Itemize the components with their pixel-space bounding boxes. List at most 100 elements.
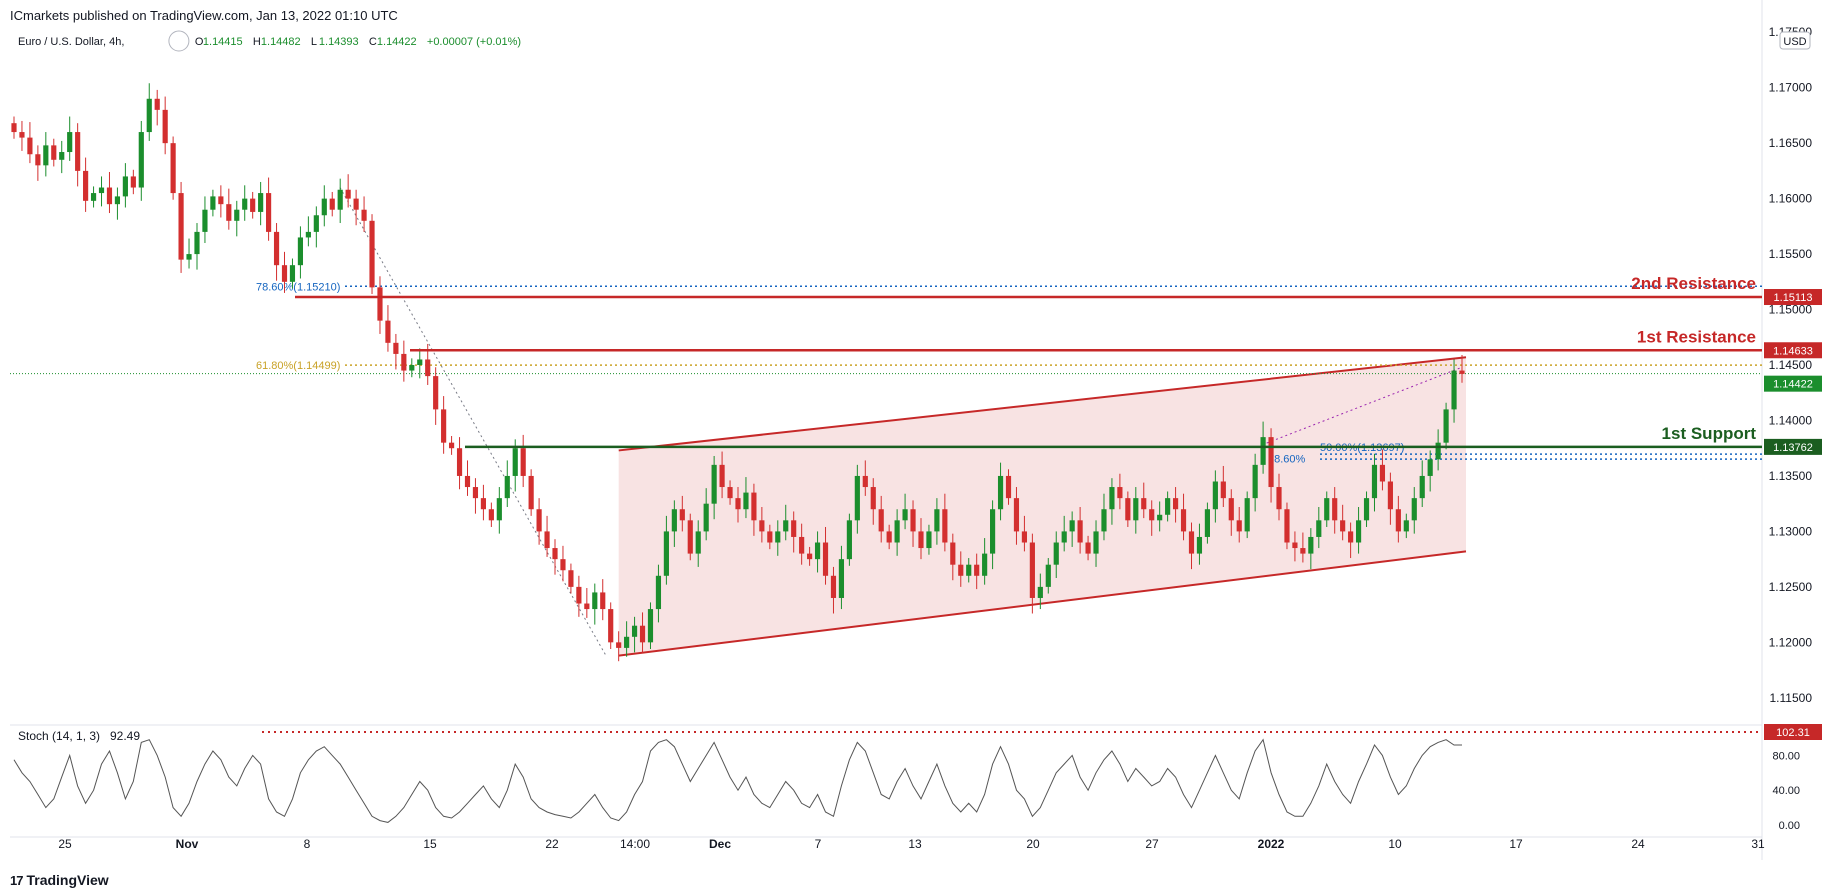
candle[interactable] (807, 553, 813, 560)
candle[interactable] (1387, 481, 1393, 510)
candle[interactable] (822, 542, 829, 576)
candle[interactable] (162, 109, 168, 144)
candle[interactable] (1077, 520, 1083, 543)
candle[interactable] (624, 636, 630, 648)
candle[interactable] (1172, 498, 1179, 510)
candle[interactable] (59, 152, 65, 160)
currency-tag[interactable] (1779, 31, 1811, 50)
candle[interactable] (966, 564, 972, 576)
candle[interactable] (934, 509, 940, 532)
candle[interactable] (616, 642, 622, 648)
current-price-badge[interactable] (1764, 375, 1822, 392)
candle[interactable] (504, 475, 510, 499)
candle[interactable] (655, 575, 662, 610)
candle[interactable] (775, 531, 781, 543)
candle[interactable] (202, 209, 208, 232)
candle[interactable] (520, 448, 526, 476)
candle[interactable] (337, 189, 343, 210)
candle[interactable] (679, 509, 685, 521)
candle[interactable] (11, 123, 17, 133)
candle[interactable] (154, 98, 160, 110)
candle[interactable] (990, 509, 996, 554)
candle[interactable] (1069, 520, 1075, 532)
candle[interactable] (353, 198, 359, 210)
candle[interactable] (1149, 509, 1155, 521)
candle[interactable] (584, 603, 590, 610)
candle[interactable] (1260, 437, 1266, 465)
candle[interactable] (1093, 531, 1099, 554)
candle[interactable] (464, 475, 471, 488)
candle[interactable] (218, 196, 224, 205)
candle[interactable] (1109, 487, 1115, 510)
candle[interactable] (122, 176, 128, 197)
candle[interactable] (528, 475, 534, 510)
candle[interactable] (1157, 514, 1163, 521)
tradingview-brand[interactable]: 17 TradingView (10, 872, 109, 888)
candle[interactable] (345, 189, 351, 199)
candle[interactable] (146, 98, 152, 133)
candle[interactable] (98, 187, 105, 194)
candle[interactable] (918, 531, 924, 549)
candle[interactable] (1133, 498, 1139, 521)
candle[interactable] (671, 509, 677, 532)
level-badge-2[interactable] (1764, 342, 1822, 359)
candle[interactable] (862, 475, 868, 488)
candle[interactable] (441, 409, 447, 443)
candle[interactable] (1308, 536, 1314, 554)
candle[interactable] (878, 509, 884, 532)
candle[interactable] (1005, 475, 1012, 499)
candle[interactable] (1212, 481, 1218, 510)
candle[interactable] (886, 531, 892, 543)
candle[interactable] (719, 464, 725, 488)
candle[interactable] (266, 193, 272, 232)
candle[interactable] (910, 509, 916, 532)
candle[interactable] (1340, 520, 1346, 532)
candle[interactable] (1435, 442, 1441, 460)
candle[interactable] (35, 154, 41, 166)
candle[interactable] (1252, 464, 1258, 499)
candle[interactable] (1292, 542, 1298, 549)
candle[interactable] (210, 196, 216, 210)
candle[interactable] (1029, 542, 1035, 598)
candle[interactable] (1021, 531, 1028, 543)
candle[interactable] (258, 193, 264, 212)
candle[interactable] (456, 448, 463, 476)
candle[interactable] (767, 531, 773, 543)
candle[interactable] (90, 193, 97, 201)
candle[interactable] (1125, 498, 1131, 521)
candle[interactable] (488, 509, 494, 521)
candle[interactable] (663, 531, 669, 576)
candle[interactable] (329, 198, 335, 210)
candle[interactable] (433, 376, 439, 410)
stoch-line[interactable] (13, 738, 1462, 823)
candle[interactable] (1165, 498, 1171, 515)
candle[interactable] (791, 520, 797, 537)
candle[interactable] (1053, 542, 1059, 565)
candle[interactable] (711, 464, 717, 504)
candle[interactable] (552, 548, 558, 560)
candle[interactable] (170, 143, 176, 194)
candle[interactable] (250, 198, 256, 212)
candle[interactable] (297, 237, 304, 266)
candle[interactable] (854, 475, 860, 521)
candle[interactable] (1316, 520, 1322, 537)
candle[interactable] (186, 254, 192, 260)
candle[interactable] (1419, 475, 1425, 499)
candle[interactable] (560, 559, 566, 571)
candle[interactable] (114, 196, 121, 205)
candle[interactable] (687, 520, 693, 554)
candle[interactable] (1459, 370, 1465, 374)
candle[interactable] (695, 531, 701, 554)
candle[interactable] (369, 220, 375, 288)
candle[interactable] (178, 193, 184, 260)
candle[interactable] (1141, 498, 1147, 510)
candle[interactable] (409, 365, 415, 371)
candle[interactable] (870, 487, 876, 510)
candle[interactable] (799, 536, 805, 554)
candle[interactable] (1037, 586, 1043, 598)
channel-fill[interactable] (618, 357, 1466, 656)
candle[interactable] (1117, 487, 1123, 499)
candle[interactable] (536, 509, 542, 532)
candle[interactable] (27, 137, 33, 155)
candle[interactable] (568, 570, 574, 587)
